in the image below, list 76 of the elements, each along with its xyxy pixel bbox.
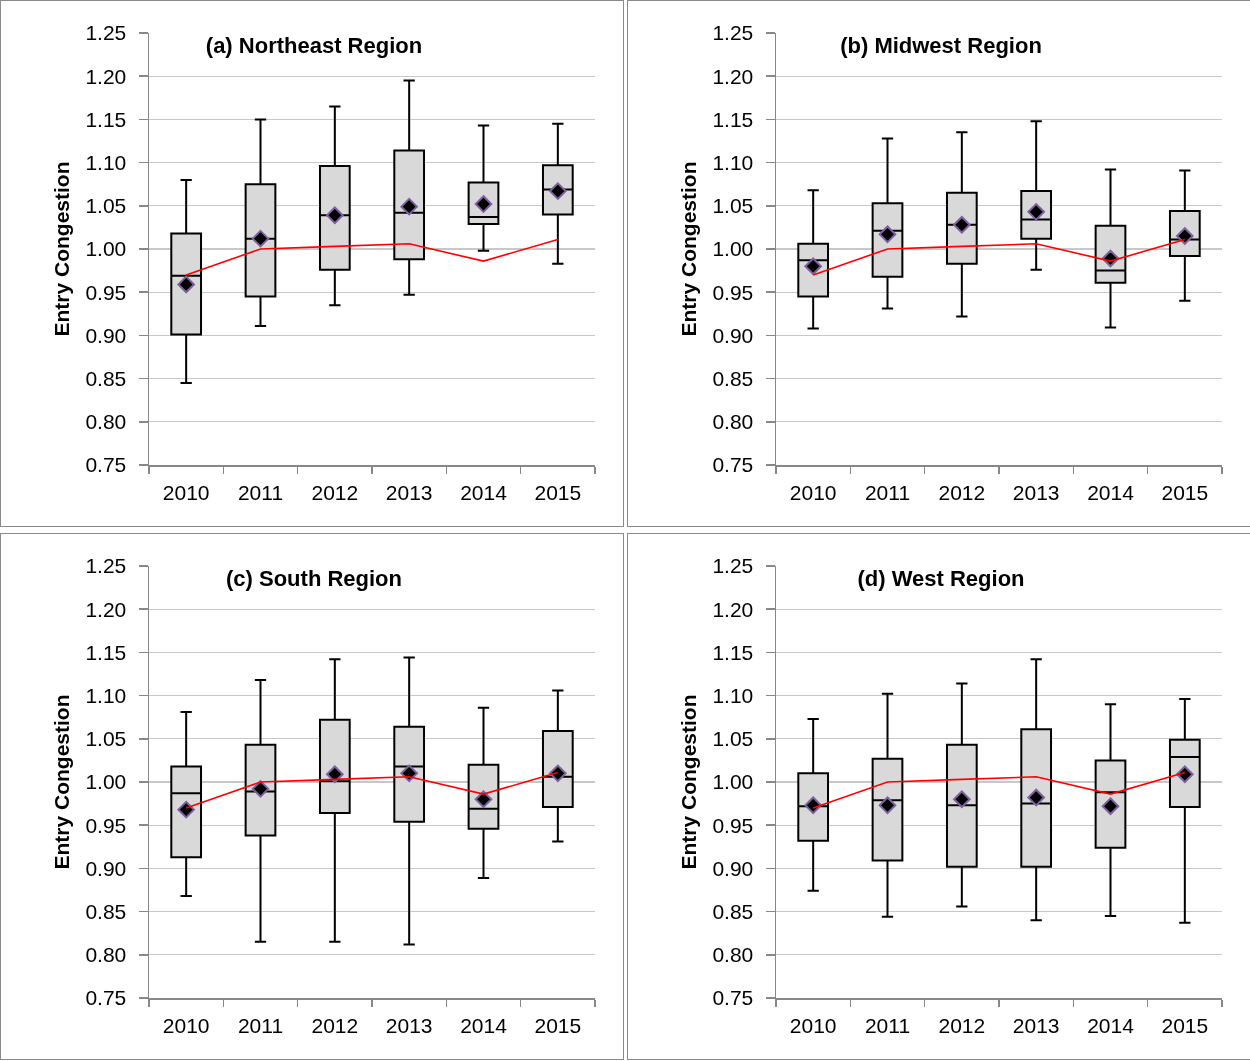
y-tick-label: 0.75 <box>712 453 754 477</box>
y-tick-label: 1.05 <box>85 727 127 751</box>
x-tick-label: 2014 <box>460 480 508 504</box>
y-tick-label: 0.80 <box>85 943 127 967</box>
x-tick-label: 2015 <box>534 480 582 504</box>
y-tick-label: 0.85 <box>712 366 754 390</box>
x-tick-label: 2014 <box>1087 1013 1135 1037</box>
y-tick-label: 1.05 <box>85 194 127 218</box>
y-tick-label: 1.10 <box>85 683 127 707</box>
y-axis-title: Entry Congestion <box>676 694 700 870</box>
y-tick-label: 1.10 <box>712 150 754 174</box>
y-axis-title: Entry Congestion <box>49 161 73 337</box>
x-tick-label: 2012 <box>938 480 986 504</box>
x-tick-label: 2010 <box>789 1013 837 1037</box>
y-tick-label: 0.80 <box>712 943 754 967</box>
x-tick-label: 2015 <box>534 1013 582 1037</box>
y-tick-label: 1.05 <box>712 727 754 751</box>
y-tick-label: 1.10 <box>712 683 754 707</box>
y-tick-label: 0.90 <box>85 856 127 880</box>
y-tick-label: 1.15 <box>85 107 127 131</box>
y-tick-label: 1.15 <box>712 107 754 131</box>
y-tick-label: 0.95 <box>712 280 754 304</box>
y-tick-label: 1.20 <box>85 597 127 621</box>
chart-title: (d) West Region <box>857 565 1025 591</box>
y-tick-label: 0.85 <box>712 899 754 923</box>
x-tick-label: 2013 <box>1012 1013 1060 1037</box>
y-axis-title: Entry Congestion <box>49 694 73 870</box>
x-tick-label: 2011 <box>864 480 911 504</box>
y-tick-label: 0.75 <box>712 986 754 1010</box>
y-tick-label: 1.20 <box>85 64 127 88</box>
y-tick-label: 1.00 <box>712 770 754 794</box>
y-tick-label: 0.80 <box>712 410 754 434</box>
y-tick-label: 1.20 <box>712 64 754 88</box>
y-tick-label: 0.90 <box>712 323 754 347</box>
y-tick-label: 0.90 <box>712 856 754 880</box>
y-tick-label: 1.00 <box>85 237 127 261</box>
chart-title: (b) Midwest Region <box>840 32 1042 58</box>
y-tick-label: 0.95 <box>85 280 127 304</box>
chart-title: (c) South Region <box>226 565 402 591</box>
y-tick-label: 1.15 <box>712 640 754 664</box>
x-tick-label: 2010 <box>162 480 210 504</box>
y-tick-label: 0.80 <box>85 410 127 434</box>
y-tick-label: 0.85 <box>85 899 127 923</box>
x-tick-label: 2014 <box>1087 480 1135 504</box>
x-tick-label: 2012 <box>311 1013 359 1037</box>
x-tick-label: 2014 <box>460 1013 508 1037</box>
y-tick-label: 1.00 <box>712 237 754 261</box>
x-tick-label: 2010 <box>789 480 837 504</box>
chart-title: (a) Northeast Region <box>205 32 423 58</box>
y-tick-label: 1.25 <box>712 554 754 578</box>
x-tick-label: 2011 <box>237 480 284 504</box>
y-tick-label: 0.95 <box>712 813 754 837</box>
x-tick-label: 2012 <box>311 480 359 504</box>
x-tick-label: 2010 <box>162 1013 210 1037</box>
y-axis-title: Entry Congestion <box>676 161 700 337</box>
y-tick-label: 1.25 <box>85 21 127 45</box>
y-tick-label: 1.25 <box>712 21 754 45</box>
x-tick-label: 2011 <box>864 1013 911 1037</box>
y-tick-label: 0.90 <box>85 323 127 347</box>
y-tick-label: 0.95 <box>85 813 127 837</box>
x-tick-label: 2015 <box>1161 1013 1209 1037</box>
y-tick-label: 0.75 <box>85 986 127 1010</box>
x-tick-label: 2013 <box>385 1013 433 1037</box>
y-tick-label: 1.20 <box>712 597 754 621</box>
y-tick-label: 1.15 <box>85 640 127 664</box>
x-tick-label: 2013 <box>385 480 433 504</box>
y-tick-label: 1.10 <box>85 150 127 174</box>
y-tick-label: 1.25 <box>85 554 127 578</box>
y-tick-label: 1.05 <box>712 194 754 218</box>
x-tick-label: 2013 <box>1012 480 1060 504</box>
x-tick-label: 2011 <box>237 1013 284 1037</box>
x-tick-label: 2012 <box>938 1013 986 1037</box>
y-tick-label: 1.00 <box>85 770 127 794</box>
y-tick-label: 0.75 <box>85 453 127 477</box>
x-tick-label: 2015 <box>1161 480 1209 504</box>
y-tick-label: 0.85 <box>85 366 127 390</box>
